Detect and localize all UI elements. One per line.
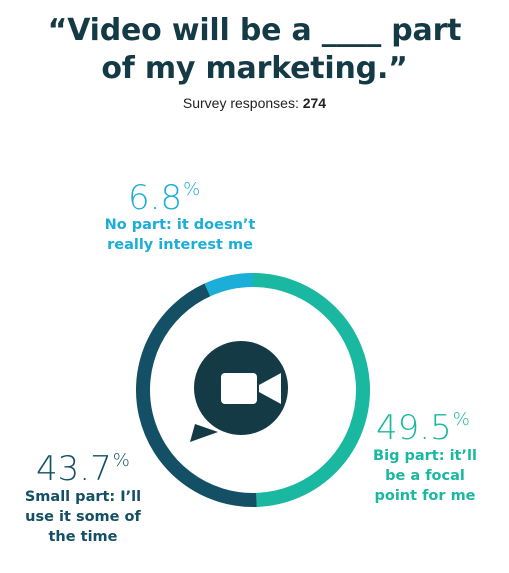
label-small-part-line-2: use it some of xyxy=(25,509,141,525)
title-line-2: of my marketing.” xyxy=(101,51,408,86)
label-big-part-line-2: be a focal xyxy=(385,468,465,484)
camera-body xyxy=(221,373,257,404)
label-big-part-line-1: Big part: it’ll xyxy=(373,448,477,464)
pct-small-part-sign: % xyxy=(112,450,130,471)
title-line-1: “Video will be a ____ part xyxy=(47,13,462,48)
label-small-part: Small part: I’ll use it some of the time xyxy=(8,487,158,547)
label-no-part-line-1: No part: it doesn’t xyxy=(104,217,256,233)
subtitle: Survey responses: 274 xyxy=(0,95,509,111)
label-big-part: Big part: it’ll be a focal point for me xyxy=(355,446,495,506)
label-small-part-line-3: the time xyxy=(48,529,118,545)
label-small-part-line-1: Small part: I’ll xyxy=(24,489,142,505)
video-camera-chat-icon xyxy=(190,341,288,442)
response-count: 274 xyxy=(302,95,327,111)
pct-no-part-sign: % xyxy=(183,179,201,200)
pct-small-part-value: 43.7 xyxy=(36,449,112,489)
pct-big-part: 49.5% xyxy=(376,402,470,446)
label-no-part-line-2: really interest me xyxy=(107,237,253,253)
camera-lens xyxy=(259,373,281,404)
label-no-part: No part: it doesn’t really interest me xyxy=(100,215,260,255)
subtitle-label: Survey responses: xyxy=(182,95,303,111)
donut-slice-small-part xyxy=(136,283,257,507)
speech-bubble-shape xyxy=(190,424,218,442)
label-big-part-line-3: point for me xyxy=(374,488,476,504)
pct-small-part: 43.7% xyxy=(36,443,130,487)
donut-slice-no-part xyxy=(204,273,254,297)
pct-big-part-value: 49.5 xyxy=(376,408,452,448)
donut-slice-big-part xyxy=(252,273,370,507)
pct-big-part-sign: % xyxy=(452,409,470,430)
pct-no-part-value: 6.8 xyxy=(128,178,183,218)
chart-title: “Video will be a ____ part of my marketi… xyxy=(0,12,509,88)
pct-no-part: 6.8% xyxy=(128,172,200,216)
